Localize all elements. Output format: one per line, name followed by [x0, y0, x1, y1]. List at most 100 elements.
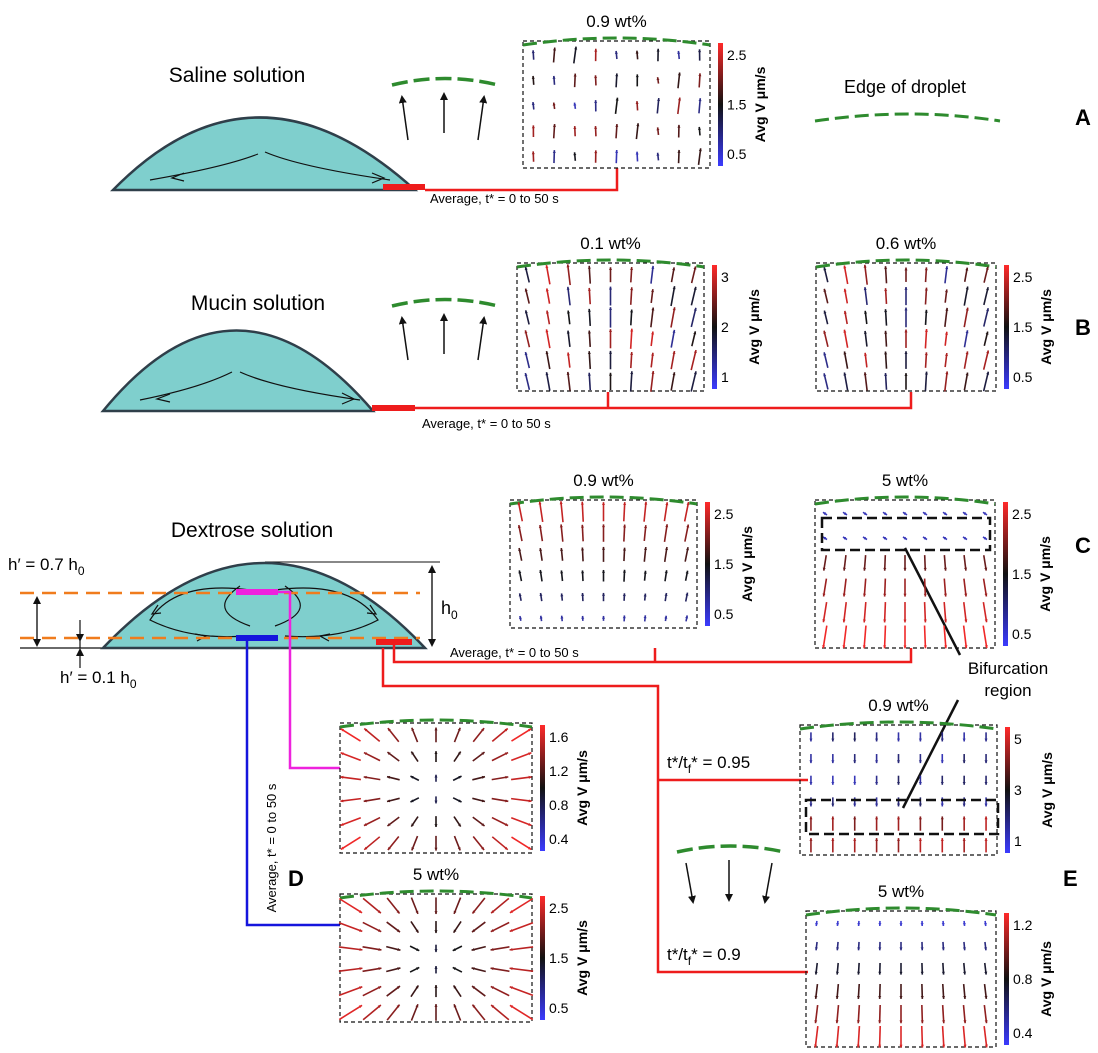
- velocity-vector: [943, 555, 947, 571]
- colorbar-tick: 2.5: [1013, 269, 1033, 285]
- velocity-vector: [386, 816, 400, 827]
- velocity-vector: [518, 593, 522, 601]
- velocity-vector: [899, 941, 903, 951]
- velocity-vector: [842, 578, 847, 597]
- velocity-vector: [962, 941, 966, 951]
- velocity-vector: [409, 945, 420, 952]
- connector-magenta: [278, 590, 340, 770]
- velocity-vector: [491, 836, 509, 851]
- velocity-vector: [962, 625, 968, 649]
- velocity-vector: [683, 501, 690, 522]
- velocity-vector: [944, 289, 948, 303]
- velocity-vector: [643, 593, 647, 601]
- velocity-vector: [823, 373, 829, 390]
- colorbar-tick: 5: [1014, 731, 1022, 747]
- vector-plot-e2: 5 wt% 1.2 0.8 0.4 Avg V μm/s: [805, 882, 1054, 1048]
- velocity-vector: [531, 151, 535, 162]
- velocity-vector: [509, 967, 534, 972]
- velocity-vector: [856, 983, 861, 999]
- velocity-vector: [581, 615, 585, 621]
- flow-loop-left: [149, 587, 251, 638]
- velocity-vector: [670, 372, 676, 391]
- velocity-vector: [552, 102, 556, 110]
- colorbar-label: Avg V μm/s: [752, 66, 768, 142]
- velocity-vector: [875, 775, 879, 785]
- velocity-vector: [510, 817, 532, 827]
- velocity-vector: [809, 754, 813, 764]
- colorbar-tick: 3: [1014, 782, 1022, 798]
- velocity-vector: [518, 547, 523, 561]
- velocity-vector: [580, 501, 585, 522]
- colorbar-label: Avg V μm/s: [1038, 941, 1054, 1017]
- velocity-vector: [491, 816, 509, 827]
- velocity-vector: [594, 75, 598, 86]
- velocity-vector: [940, 816, 944, 831]
- colorbar-tick: 2.5: [1012, 506, 1032, 522]
- velocity-vector: [896, 732, 901, 742]
- velocity-vector: [538, 501, 544, 523]
- velocity-vector: [962, 816, 966, 831]
- velocity-vector: [843, 351, 849, 369]
- velocity-vector: [338, 921, 363, 933]
- velocity-vector: [650, 370, 655, 392]
- velocity-vector: [843, 329, 849, 348]
- flow-arrow-left: [149, 153, 259, 181]
- velocity-vector: [524, 351, 531, 369]
- colorbar-tick: 1.6: [549, 729, 569, 745]
- velocity-vector: [338, 1004, 363, 1021]
- velocity-vector: [883, 625, 887, 649]
- velocity-vector: [524, 310, 530, 325]
- velocity-vector: [918, 838, 922, 853]
- velocity-vector: [942, 511, 948, 516]
- velocity-vector: [822, 511, 828, 516]
- velocity-vector: [984, 941, 988, 951]
- velocity-vector: [630, 309, 634, 326]
- velocity-vector: [940, 732, 944, 742]
- velocity-vector: [884, 330, 888, 347]
- h07-label: h′ = 0.7 h0: [8, 555, 85, 578]
- velocity-vector: [524, 330, 531, 348]
- velocity-vector: [622, 615, 626, 622]
- velocity-vector: [663, 524, 669, 543]
- velocity-vector: [878, 941, 882, 951]
- velocity-vector: [386, 921, 401, 933]
- panel-d: Average, t* = 0 to 50 s D: [245, 590, 340, 927]
- velocity-vector: [982, 536, 988, 541]
- velocity-vector: [587, 308, 592, 326]
- velocity-vector: [615, 73, 619, 88]
- velocity-vector: [963, 555, 968, 571]
- velocity-vector: [982, 578, 988, 597]
- velocity-vector: [615, 149, 619, 164]
- t095-label: t*/tf* = 0.95: [667, 753, 750, 776]
- colorbar-tick: 2: [721, 319, 729, 335]
- velocity-vector: [962, 732, 966, 742]
- plot-frame: [516, 262, 705, 392]
- velocity-vector: [471, 921, 486, 933]
- velocity-vector: [471, 1004, 486, 1021]
- velocity-vector: [434, 727, 438, 743]
- velocity-vector: [509, 946, 534, 952]
- velocity-vector: [670, 267, 676, 283]
- velocity-vector: [896, 775, 901, 785]
- velocity-vector: [884, 266, 888, 284]
- plot-frame: [522, 40, 711, 169]
- velocity-vector: [629, 351, 634, 369]
- velocity-vector: [684, 570, 689, 581]
- velocity-vector: [386, 897, 401, 914]
- velocity-vector: [984, 754, 988, 764]
- velocity-vector: [809, 732, 813, 742]
- velocity-vector: [875, 797, 879, 807]
- velocity-vector: [629, 287, 634, 305]
- velocity-vector: [963, 351, 969, 369]
- velocity-vector: [899, 962, 903, 975]
- velocity-vector: [386, 797, 400, 803]
- velocity-vector: [509, 921, 534, 933]
- velocity-vector: [539, 592, 543, 602]
- velocity-vector: [943, 625, 948, 649]
- droplet-edge-line: [814, 495, 996, 506]
- h0-label: h0: [441, 598, 458, 622]
- velocity-vector: [920, 962, 924, 975]
- velocity-vector: [386, 751, 400, 762]
- velocity-vector: [862, 625, 867, 649]
- velocity-vector: [490, 946, 510, 952]
